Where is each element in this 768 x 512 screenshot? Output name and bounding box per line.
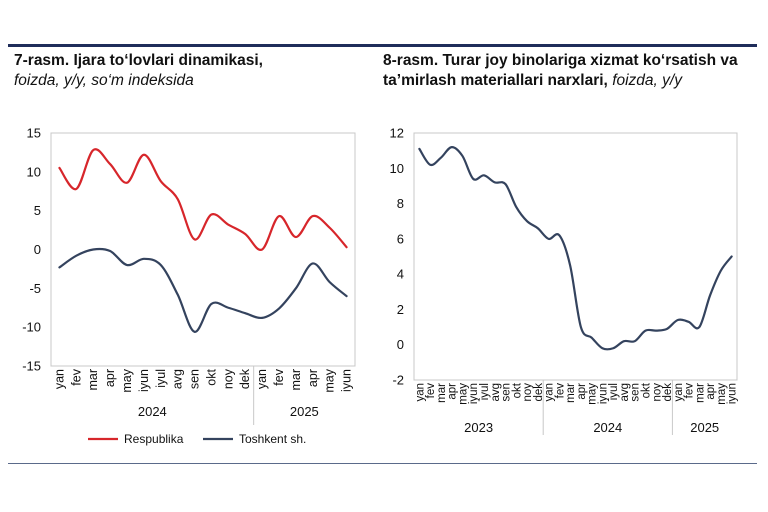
chart2-xtick-label: okt [640,382,652,398]
chart1-ytick-label: -10 [22,320,41,335]
bottom-rule [8,463,757,464]
chart2-plot-frame [413,132,738,381]
chart2-ytick-label: 12 [390,126,404,141]
chart2-xtick-label: dek [533,383,545,402]
chart1-ytick-label: -5 [29,281,41,296]
chart2-title: 8-rasm. Turar joy binolariga xizmat ko‘r… [383,52,738,89]
chart2-xtick-label: mar [436,383,448,403]
chart2-xtick-label: may [587,383,599,405]
chart1-plot-frame [50,132,356,367]
chart2-xtick-label: yan [544,383,556,402]
chart2-ytick-label: 2 [397,302,404,317]
chart1-xtick-label: dek [238,368,252,389]
chart2-ytick-label: -2 [392,373,404,388]
chart1-title: 7-rasm. Ijara to‘lovlari dinamikasi, [14,52,263,69]
chart2-xtick-label: apr [576,383,588,400]
chart1-series-line-1 [58,148,348,251]
chart1-xtick-label: fev [272,368,286,385]
chart1-xtick-label: iyul [154,369,168,388]
top-rule [8,44,757,47]
chart1-xtick-label: apr [306,369,320,387]
chart1-xtick-label: iyun [137,369,151,392]
chart2-xtick-label: avg [619,383,631,402]
chart1-xtick-label: may [323,368,337,392]
chart2-xtick-label: fev [684,383,696,399]
chart2-xtick-label: okt [511,382,523,398]
chart1-year-label: 2024 [138,404,167,419]
chart1-xtick-label: apr [103,369,117,387]
chart1-legend-label-1: Respublika [124,432,184,446]
chart1-xtick-label: avg [171,369,185,389]
chart1-xtick-label: sen [188,369,202,389]
chart1-ytick-label: 15 [27,126,41,141]
chart2-title-block: 8-rasm. Turar joy binolariga xizmat ko‘r… [383,51,753,91]
chart1-ytick-label: 10 [27,164,41,179]
chart2-xtick-label: may [457,383,469,405]
chart2-xtick-label: mar [565,383,577,403]
chart2-xtick-label: may [716,383,728,405]
chart2-subtitle: foizda, y/y [612,72,682,89]
chart1-xtick-label: yan [255,369,269,389]
chart2-xtick-label: noy [651,383,663,402]
chart1-xtick-label: yan [52,369,66,389]
chart2-xtick-label: avg [490,383,502,402]
chart2-ytick-label: 0 [397,337,404,352]
chart2-year-label: 2024 [593,420,622,435]
chart2-ytick-label: 6 [397,231,404,246]
chart1-series-line-2 [58,247,348,333]
chart2-xtick-label: fev [425,383,437,399]
chart2-xtick-label: fev [554,383,566,399]
chart1-ytick-label: -15 [22,359,41,374]
chart1-xtick-label: noy [221,368,235,389]
chart1-legend-label-2: Toshkent sh. [239,432,306,446]
chart2-ytick-label: 10 [390,161,404,176]
chart2-xtick-label: iyun [468,383,480,404]
chart1-xtick-label: mar [86,369,100,391]
chart2-xtick-label: iyun [727,383,739,404]
chart2-ytick-label: 4 [397,267,404,282]
chart1-ytick-label: 0 [34,242,41,257]
chart1-xtick-label: fev [69,368,83,385]
chart2-xtick-label: yan [673,383,685,402]
chart2-year-label: 2023 [464,420,493,435]
chart1-year-label: 2025 [290,404,319,419]
chart2-xtick-label: sen [630,383,642,402]
chart2-xtick-label: iyun [597,383,609,404]
chart1-xtick-label: okt [204,368,218,385]
chart1-xtick-label: may [120,368,134,392]
chart2-xtick-label: sen [501,383,513,402]
chart2-year-label: 2025 [690,420,719,435]
chart1-title-block: 7-rasm. Ijara to‘lovlari dinamikasi, foi… [14,51,359,91]
chart2-xtick-label: apr [447,383,459,400]
chart2-xtick-label: iyul [608,383,620,400]
chart2-xtick-label: yan [414,383,426,402]
chart2-series-line-1 [418,146,733,351]
chart2-xtick-label: iyul [479,383,491,400]
chart2-xtick-label: mar [694,383,706,403]
chart1-subtitle: foizda, y/y, so‘m indeksida [14,72,194,89]
chart2-ytick-label: 8 [397,196,404,211]
chart2-xtick-label: dek [662,383,674,402]
chart1-ytick-label: 5 [34,203,41,218]
chart2-xtick-label: noy [522,383,534,402]
chart2-xtick-label: apr [705,383,717,400]
chart1-xtick-label: iyun [340,369,354,392]
chart1-xtick-label: mar [289,369,303,391]
